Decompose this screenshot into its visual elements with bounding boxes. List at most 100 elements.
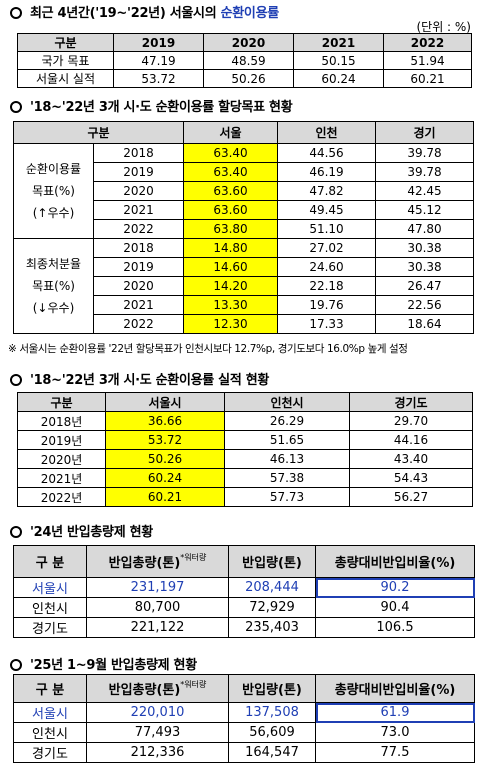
table-cell: 50.26	[203, 69, 294, 88]
table-cell: 18.64	[375, 314, 474, 334]
section-4-title: '24년 반입총량제 현황	[10, 521, 153, 540]
seoul-cell: 60.24	[105, 468, 225, 488]
table-row: 2020 14.20 22.18 26.47	[14, 276, 474, 296]
table-cell: 48.59	[203, 51, 294, 70]
actual-rate-table: 구분 서울시 인천시 경기도 2018년 36.66 26.29 29.70 2…	[17, 392, 473, 507]
table-cell: 72,929	[228, 597, 316, 618]
year-cell: 2020	[93, 276, 184, 296]
header-footnote: *워터량	[180, 553, 207, 562]
group-label-recycling: 순환이용률 목표(%) (↑우수)	[13, 143, 94, 239]
table-cell: 30.38	[375, 257, 474, 277]
seoul-cell: 63.60	[183, 200, 278, 220]
header-cell: 반입량(톤)	[228, 545, 316, 578]
table-cell: 231,197	[86, 577, 229, 598]
seoul-cell: 14.20	[183, 276, 278, 296]
table-cell: 49.45	[277, 200, 376, 220]
seoul-cell: 36.66	[105, 411, 225, 431]
year-cell: 2020	[93, 181, 184, 201]
region-cell: 인천시	[13, 597, 87, 618]
table-row: 순환이용률 목표(%) (↑우수) 2018 63.40 44.56 39.78	[13, 143, 474, 239]
table-row: 국가 목표 47.19 48.59 50.15 51.94	[17, 51, 472, 70]
table-row: 2018년 36.66 26.29 29.70	[17, 411, 473, 431]
seoul-cell: 13.30	[183, 295, 278, 315]
table-cell: 54.43	[349, 468, 473, 488]
landfill-quota-2024-table: 구 분 반입총량(톤)*워터량 반입량(톤) 총량대비반입비율(%) 서울시 2…	[13, 545, 475, 638]
header-cell: 2020	[203, 33, 294, 52]
header-cell: 구 분	[13, 545, 87, 578]
table-row: 서울시 실적 53.72 50.26 60.24 60.21	[17, 69, 472, 88]
section-2-title-text: '18~'22년 3개 시·도 순환이용률 할당목표 현황	[30, 100, 293, 115]
region-cell: 인천시	[13, 722, 87, 743]
table-cell: 60.24	[293, 69, 384, 88]
table-cell: 56.27	[349, 487, 473, 507]
header-footnote: *워터량	[180, 680, 207, 689]
table-cell: 73.0	[315, 722, 475, 743]
table-cell: 57.38	[224, 468, 350, 488]
table-cell: 26.29	[224, 411, 350, 431]
table-cell: 24.60	[277, 257, 376, 277]
section-1-title-text: 최근 4년간('19~'22년) 서울시의	[30, 6, 221, 21]
seoul-cell: 63.80	[183, 219, 278, 239]
year-cell: 2018	[93, 238, 184, 258]
table-cell: 53.72	[113, 69, 204, 88]
table-cell: 90.4	[315, 597, 475, 618]
year-cell: 2018년	[17, 411, 106, 431]
table-row: 2019년 53.72 51.65 44.16	[17, 430, 473, 450]
header-cell: 구분	[13, 121, 184, 144]
year-cell: 2019	[93, 257, 184, 277]
table-cell: 164,547	[228, 742, 316, 763]
table-cell: 44.56	[277, 143, 376, 163]
table-cell: 235,403	[228, 617, 316, 638]
table-cell: 47.19	[113, 51, 204, 70]
header-cell: 반입총량(톤)*워터량	[86, 545, 229, 578]
year-cell: 2019	[93, 162, 184, 182]
year-cell: 2021년	[17, 468, 106, 488]
table-cell: 51.65	[224, 430, 350, 450]
year-cell: 2021	[93, 295, 184, 315]
header-cell: 2019	[113, 33, 204, 52]
section-4-title-text: '24년 반입총량제 현황	[30, 525, 153, 540]
row-label: 서울시 실적	[17, 69, 114, 88]
circle-bullet-icon	[10, 100, 22, 113]
year-cell: 2022	[93, 219, 184, 239]
table-row: 2021 63.60 49.45 45.12	[14, 200, 474, 220]
table-cell: 60.21	[383, 69, 472, 88]
table-cell: 30.38	[375, 238, 474, 258]
table-cell: 39.78	[375, 143, 474, 163]
table-cell: 45.12	[375, 200, 474, 220]
table-cell: 47.82	[277, 181, 376, 201]
seoul-cell: 53.72	[105, 430, 225, 450]
group-label-line: 목표(%)	[32, 184, 75, 198]
table-cell: 77.5	[315, 742, 475, 763]
landfill-quota-2025-table: 구 분 반입총량(톤)*워터량 반입량(톤) 총량대비반입비율(%) 서울시 2…	[13, 674, 475, 763]
table-cell: 80,700	[86, 597, 229, 618]
circle-bullet-icon	[10, 6, 22, 19]
table-row: 2022년 60.21 57.73 56.27	[17, 487, 473, 507]
group-label-disposal: 최종처분율 목표(%) (↓우수)	[13, 238, 94, 334]
table-cell: 46.19	[277, 162, 376, 182]
table-cell: 56,609	[228, 722, 316, 743]
highlight-ratio-cell: 61.9	[315, 702, 475, 723]
table-cell: 51.10	[277, 219, 376, 239]
row-label: 국가 목표	[17, 51, 114, 70]
table-cell: 221,122	[86, 617, 229, 638]
group-label-line: (↓우수)	[32, 301, 75, 315]
table-row: 2020년 50.26 46.13 43.40	[17, 449, 473, 469]
table-cell: 208,444	[228, 577, 316, 598]
table-cell: 57.73	[224, 487, 350, 507]
header-cell: 구분	[17, 33, 114, 52]
table-cell: 43.40	[349, 449, 473, 469]
table-row: 경기도 221,122 235,403 106.5	[13, 617, 475, 638]
header-cell: 경기도	[349, 392, 473, 412]
table-row: 경기도 212,336 164,547 77.5	[13, 742, 475, 763]
section-5-title-text: '25년 1~9월 반입총량제 현황	[30, 658, 197, 673]
seoul-cell: 63.40	[183, 143, 278, 163]
header-cell: 2021	[293, 33, 384, 52]
target-rate-table: 구분 서울 인천 경기 순환이용률 목표(%) (↑우수) 2018 63.40…	[13, 121, 474, 334]
seoul-cell: 63.40	[183, 162, 278, 182]
header-cell: 2022	[383, 33, 472, 52]
table-cell: 19.76	[277, 295, 376, 315]
region-cell: 경기도	[13, 742, 87, 763]
table-cell: 77,493	[86, 722, 229, 743]
table-row: 2021년 60.24 57.38 54.43	[17, 468, 473, 488]
